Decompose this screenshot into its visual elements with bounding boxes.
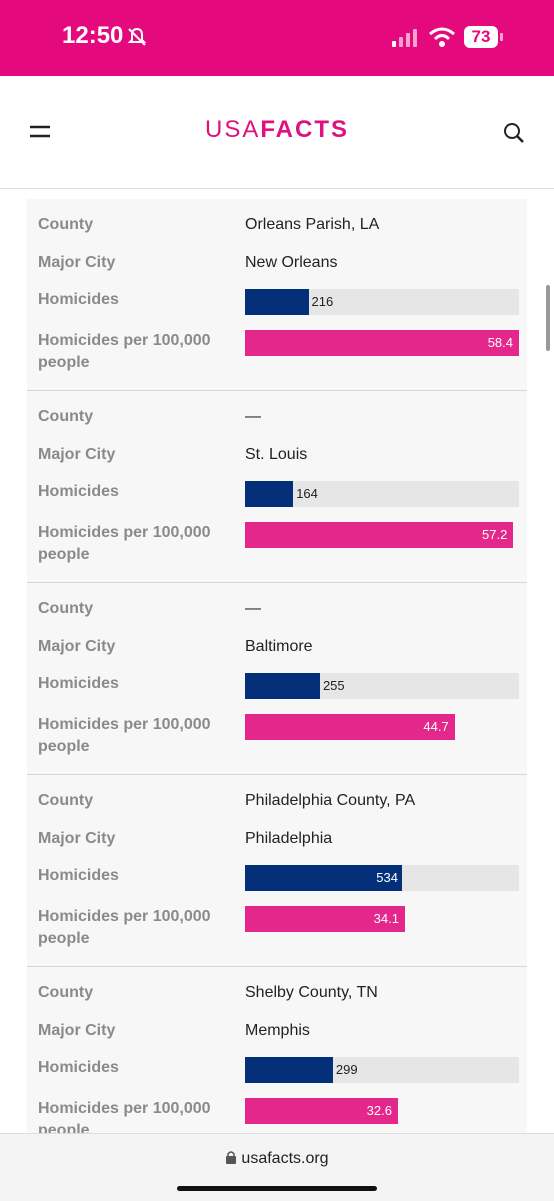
rate-label: 58.4 [487, 335, 513, 350]
lock-icon [226, 1151, 237, 1164]
table-card: County — Major City St. Louis Homicides Homic… [27, 391, 527, 583]
rate-label: 32.6 [366, 1103, 392, 1118]
url-bar[interactable]: usafacts.org [0, 1150, 554, 1168]
city: Memphis [245, 1022, 310, 1039]
field-label: Major City [38, 446, 116, 463]
logo-bold: FACTS [260, 116, 350, 143]
field-label: Major City [38, 1022, 116, 1039]
city: New Orleans [245, 254, 338, 271]
battery: 73 [464, 26, 498, 48]
logo-light: USA [204, 116, 261, 143]
url: usafacts.org [241, 1150, 329, 1167]
field-label: Major City [38, 254, 116, 271]
rate-label: 57.2 [482, 527, 508, 542]
table-card: County Orleans Parish, LA Major City New Or… [27, 199, 527, 391]
homicides-label: 255 [322, 678, 345, 693]
county: Orleans Parish, LA [245, 216, 380, 233]
rate-bar [245, 522, 514, 548]
field-label: County [38, 600, 94, 617]
field-label: Homicides [38, 867, 119, 884]
field-label: County [38, 408, 94, 425]
homicides-bar [245, 865, 402, 891]
field-label: Homicides per 100,000 people [38, 524, 211, 563]
site-header: USAFACTS [0, 76, 554, 189]
rate-label: 44.7 [423, 719, 449, 734]
city: Philadelphia [245, 830, 333, 847]
field-label: Major City [38, 830, 116, 847]
table-card: County Philadelphia County, PA Major City P… [27, 775, 527, 967]
signal-icon [392, 29, 417, 47]
scrollbar [546, 285, 550, 351]
table-card: County Shelby County, TN Major City Memphis… [27, 967, 527, 1133]
homicides-bar [245, 673, 320, 699]
browser-bar: usafacts.org [0, 1133, 554, 1201]
field-label: Homicides per 100,000 people [38, 1100, 211, 1133]
homicides-label: 164 [296, 486, 318, 501]
field-label: Homicides per 100,000 people [38, 332, 211, 371]
field-label: County [38, 216, 94, 233]
status-bar: 12:50 73 [0, 0, 554, 76]
homicides-bar [245, 1057, 333, 1083]
rate-bar [245, 1098, 398, 1124]
rate-bar [245, 906, 405, 932]
field-label: Homicides per 100,000 people [38, 716, 211, 755]
clock: 12:50 [62, 22, 124, 49]
homicides-label: 299 [335, 1062, 358, 1077]
table-content: County Orleans Parish, LA Major City New Or… [0, 189, 554, 1133]
mute-icon [127, 27, 147, 46]
field-label: County [38, 984, 94, 1001]
field-label: Homicides [38, 291, 119, 308]
homicides-bar [245, 481, 294, 507]
battery-tip [500, 33, 503, 41]
rate-bar [245, 714, 455, 740]
search-button[interactable] [503, 122, 525, 144]
table-card: County — Major City Baltimore Homicides Homic… [27, 583, 527, 775]
rate-bar [245, 330, 519, 356]
county: — [245, 600, 261, 617]
field-label: Homicides [38, 1059, 119, 1076]
home-indicator [177, 1186, 377, 1191]
county: — [245, 408, 261, 425]
homicides-bar [245, 289, 309, 315]
wifi-icon [429, 27, 455, 47]
logo[interactable]: USAFACTS [0, 116, 554, 144]
field-label: Homicides [38, 483, 119, 500]
field-label: County [38, 792, 94, 809]
rate-label: 34.1 [373, 911, 399, 926]
county: Philadelphia County, PA [245, 792, 416, 809]
city: St. Louis [245, 446, 308, 463]
field-label: Homicides per 100,000 people [38, 908, 211, 947]
homicides-label: 534 [376, 870, 398, 885]
field-label: Major City [38, 638, 116, 655]
field-label: Homicides [38, 675, 119, 692]
city: Baltimore [245, 638, 313, 655]
county: Shelby County, TN [245, 984, 378, 1001]
menu-button[interactable] [30, 124, 52, 140]
homicides-label: 216 [311, 294, 334, 309]
